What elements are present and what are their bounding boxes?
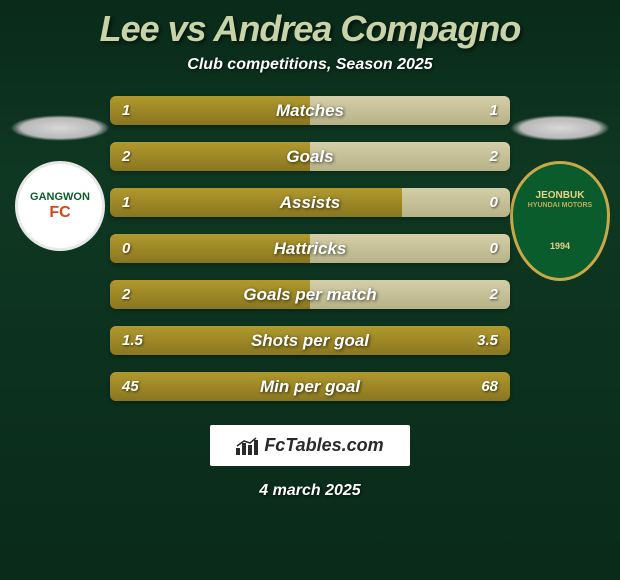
bar-content: 45 Min per goal 68 <box>110 372 510 401</box>
comparison-bar-row: 0 Hattricks 0 <box>110 234 510 263</box>
bar-left-value: 1 <box>122 102 152 119</box>
left-team-column: GANGWON FC <box>10 115 110 251</box>
chart-bars-icon <box>236 437 258 455</box>
bar-metric-label: Matches <box>276 101 344 121</box>
bar-right-value: 2 <box>468 286 498 303</box>
left-badge-sub: FC <box>30 205 90 221</box>
comparison-bar-row: 45 Min per goal 68 <box>110 372 510 401</box>
watermark: FcTables.com <box>210 425 409 466</box>
right-badge-year: 1994 <box>528 241 592 252</box>
bar-left-value: 0 <box>122 240 152 257</box>
bar-right-value: 68 <box>468 378 498 395</box>
bar-right-value: 2 <box>468 148 498 165</box>
comparison-bar-row: 2 Goals 2 <box>110 142 510 171</box>
comparison-bar-row: 1.5 Shots per goal 3.5 <box>110 326 510 355</box>
bar-left-value: 2 <box>122 148 152 165</box>
bar-metric-label: Min per goal <box>260 377 360 397</box>
bar-right-value: 0 <box>468 194 498 211</box>
right-team-badge: JEONBUK HYUNDAI MOTORS 1994 <box>510 161 610 281</box>
comparison-bar-row: 1 Matches 1 <box>110 96 510 125</box>
player-silhouette-shadow <box>510 115 610 141</box>
right-badge-label: JEONBUK HYUNDAI MOTORS 1994 <box>528 190 592 251</box>
bar-metric-label: Shots per goal <box>251 331 369 351</box>
bar-content: 2 Goals per match 2 <box>110 280 510 309</box>
right-team-column: JEONBUK HYUNDAI MOTORS 1994 <box>510 115 610 281</box>
bar-content: 2 Goals 2 <box>110 142 510 171</box>
bar-left-value: 1.5 <box>122 332 152 349</box>
bar-right-value: 3.5 <box>468 332 498 349</box>
bar-metric-label: Hattricks <box>274 239 347 259</box>
bar-content: 1 Matches 1 <box>110 96 510 125</box>
bar-right-value: 0 <box>468 240 498 257</box>
bar-content: 1.5 Shots per goal 3.5 <box>110 326 510 355</box>
left-badge-name: GANGWON <box>30 191 90 203</box>
comparison-bars-area: 1 Matches 1 2 Goals 2 1 Assists 0 0 Hattricks 0 2 Goa… <box>110 96 510 401</box>
bar-left-value: 2 <box>122 286 152 303</box>
comparison-card: Lee vs Andrea Compagno Club competitions… <box>0 0 620 580</box>
bar-right-value: 1 <box>468 102 498 119</box>
right-badge-name: JEONBUK <box>536 190 585 201</box>
comparison-bar-row: 2 Goals per match 2 <box>110 280 510 309</box>
date-label: 4 march 2025 <box>259 482 360 500</box>
bar-left-value: 1 <box>122 194 152 211</box>
right-badge-sub: HYUNDAI MOTORS <box>528 202 592 210</box>
bar-metric-label: Assists <box>280 193 340 213</box>
bar-left-value: 45 <box>122 378 152 395</box>
left-badge-label: GANGWON FC <box>30 192 90 221</box>
left-team-badge: GANGWON FC <box>15 161 105 251</box>
watermark-text: FcTables.com <box>264 435 383 456</box>
comparison-bar-row: 1 Assists 0 <box>110 188 510 217</box>
bar-content: 1 Assists 0 <box>110 188 510 217</box>
page-title: Lee vs Andrea Compagno <box>100 8 521 50</box>
bar-metric-label: Goals <box>286 147 333 167</box>
bar-content: 0 Hattricks 0 <box>110 234 510 263</box>
bar-metric-label: Goals per match <box>243 285 376 305</box>
subtitle: Club competitions, Season 2025 <box>187 56 432 74</box>
player-silhouette-shadow <box>10 115 110 141</box>
